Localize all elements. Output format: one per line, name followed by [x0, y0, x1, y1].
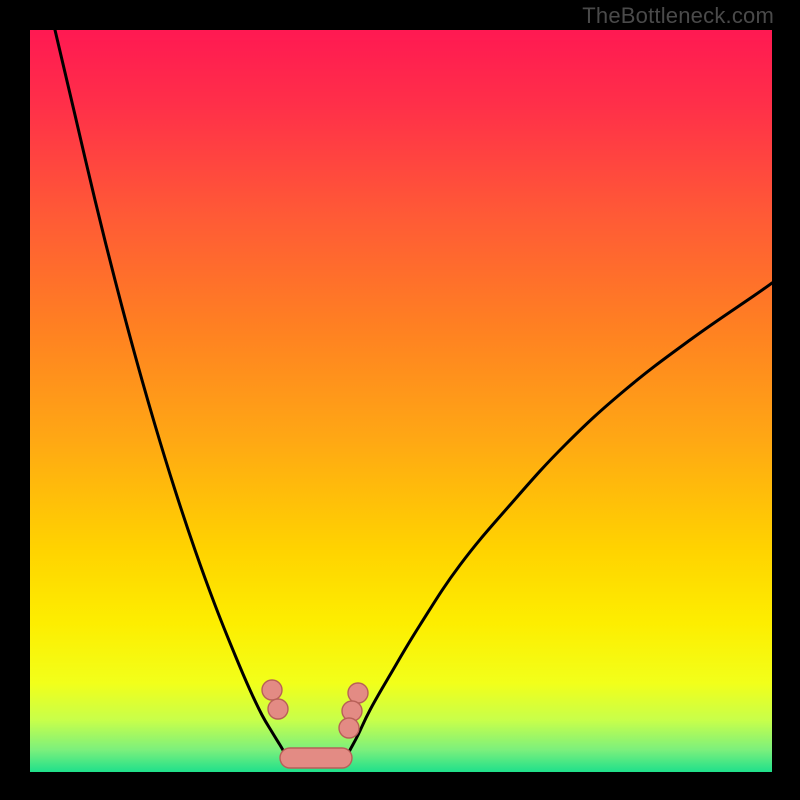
chart-svg [30, 30, 772, 772]
plot-area [30, 30, 772, 772]
data-point-marker [268, 699, 288, 719]
data-point-markers [262, 680, 368, 768]
curve-left-branch [55, 30, 290, 760]
outer-frame: TheBottleneck.com [0, 0, 800, 800]
curve-right-branch [345, 283, 772, 760]
data-point-marker [262, 680, 282, 700]
data-point-marker [348, 683, 368, 703]
data-point-marker [339, 718, 359, 738]
data-point-pill [280, 748, 352, 768]
watermark-text: TheBottleneck.com [582, 3, 774, 29]
